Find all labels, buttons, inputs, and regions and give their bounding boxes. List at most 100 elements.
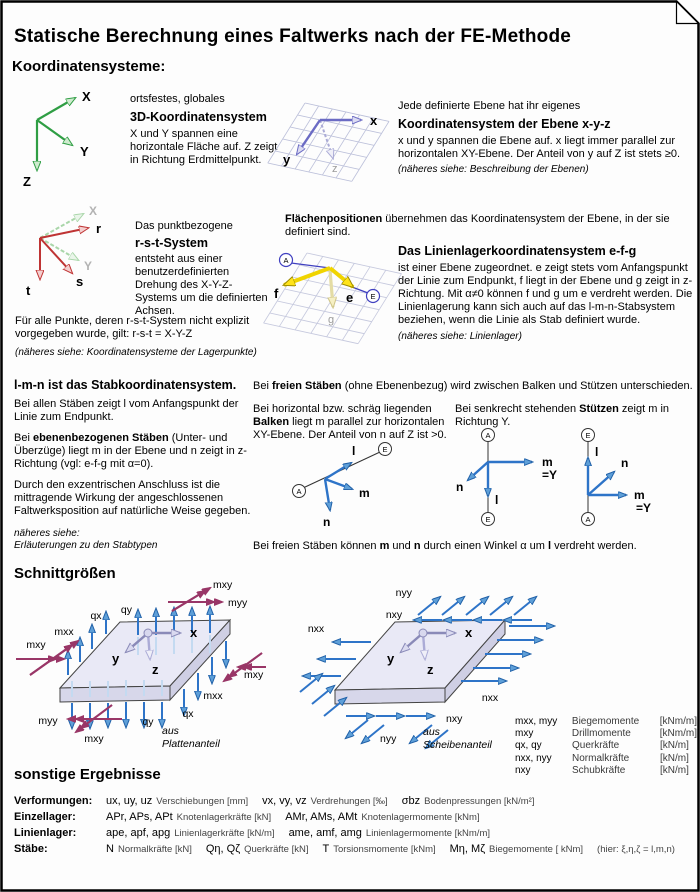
- lmn3-point-E: E: [585, 431, 590, 440]
- axis-label-r: r: [96, 221, 101, 236]
- axis-label-Y-faded: Y: [84, 259, 92, 273]
- label-nyy-top: nyy: [396, 587, 413, 599]
- legend-row: nxy Schubkräfte [kN/m]: [515, 765, 697, 777]
- plane-xyz-body: x und y spannen die Ebene auf. x liegt i…: [398, 135, 681, 160]
- axis-label-X: X: [82, 89, 91, 104]
- label-mxy-top: mxy: [213, 579, 233, 591]
- lmn1-point-E: E: [382, 445, 387, 454]
- lmn1-point-A: A: [296, 487, 301, 496]
- axis-label-g: g: [328, 314, 334, 326]
- rst-line1: Das punktbezogene: [135, 220, 233, 232]
- label-nxy-bottom: nxy: [446, 713, 463, 725]
- plate-axis-z: z: [152, 662, 159, 677]
- results-note: (hier: ξ,η,ζ = l,m,n): [597, 844, 675, 855]
- lmn-note1: näheres siehe:: [14, 528, 80, 539]
- results-sym: ame, amf, amg: [288, 827, 362, 839]
- plane-xyz-heading: Koordinatensystem der Ebene x-y-z: [398, 117, 611, 131]
- results-label: Verformungen:: [14, 795, 93, 807]
- results-desc: Knotenlagermomente [kNm]: [361, 812, 480, 823]
- plate2-axis-z: z: [427, 662, 434, 677]
- legend-sym: nxx, nyy: [515, 752, 552, 764]
- axis-label-x: x: [370, 113, 378, 128]
- global-xyz-text: ortsfestes, globales 3D-Koordinatensyste…: [130, 93, 282, 167]
- axis-label-t: t: [26, 283, 31, 298]
- axis-label-X-faded: X: [89, 204, 97, 218]
- label-myy-bottom: myy: [38, 715, 58, 727]
- lmn-p1: Bei allen Stäben zeigt l vom Anfangspunk…: [14, 398, 239, 423]
- lmn-p2: Bei ebenenbezogenen Stäben (Unter- und Ü…: [14, 432, 247, 470]
- rst-rule: Für alle Punkte, deren r-s-t-System nich…: [15, 315, 250, 340]
- efg-body: ist einer Ebene zugeordnet. e zeigt stet…: [398, 262, 693, 326]
- label-mxy-right: mxy: [244, 669, 264, 681]
- lmn2-point-E: E: [485, 515, 490, 524]
- global-xyz-diagram: X Y Z: [23, 89, 91, 189]
- lmn-column: l-m-n ist das Stabkoordinatensystem. Bei…: [14, 378, 252, 552]
- results-sym: Mη, Mζ: [449, 843, 486, 855]
- label-qx-left: qx: [90, 610, 102, 622]
- rst-body: entsteht aus einer benutzerdefinierten D…: [135, 253, 268, 317]
- plane-xyz-text: Jede definierte Ebene hat ihr eigenes Ko…: [398, 100, 690, 176]
- results-sym: T: [322, 843, 330, 855]
- label-mxx-right: mxx: [203, 690, 223, 702]
- legend-name: Biegemomente: [571, 716, 640, 727]
- lmn-p3: Durch den exzentrischen Anschluss ist di…: [14, 479, 251, 517]
- lmn3-point-A: A: [585, 515, 590, 524]
- results-row-linienlager: Linienlager: ape, apf, apg Linienlagerkr…: [14, 827, 690, 839]
- axis-label-e: e: [346, 290, 353, 305]
- rst-note: (näheres siehe: Koordinatensysteme der L…: [15, 347, 257, 358]
- results-label: Einzellager:: [14, 811, 76, 823]
- axis-label-Y: Y: [80, 144, 89, 159]
- legend-name: Normalkräfte: [572, 752, 630, 764]
- results-sym: ape, apf, apg: [106, 827, 171, 839]
- results-sym: σbz: [401, 795, 421, 807]
- efg-note: (näheres siehe: Linienlager): [398, 331, 522, 342]
- axis-label-Z: Z: [23, 174, 31, 189]
- results-desc: Normalkräfte [kN]: [117, 844, 192, 855]
- results-sym: AMr, AMs, AMt: [285, 811, 358, 823]
- rst-heading: r-s-t-System: [135, 236, 208, 250]
- lmn3-label-l: l: [595, 445, 598, 459]
- lmn2-label-eqY: =Y: [542, 468, 557, 482]
- results-sym: vx, vy, vz: [262, 795, 307, 807]
- results-label: Stäbe:: [14, 843, 48, 855]
- efg-point-E: E: [370, 292, 375, 301]
- legend-name: Querkräfte: [572, 740, 620, 752]
- label-qy-top: qy: [121, 604, 133, 616]
- results-sym: Qη, Qζ: [205, 843, 241, 855]
- label-nxy-top: nxy: [386, 609, 403, 621]
- plate-axis-y: y: [112, 651, 120, 666]
- lmn1-label-m: m: [359, 486, 370, 500]
- global-xyz-heading: 3D-Koordinatensystem: [130, 110, 267, 124]
- lmn3-label-n: n: [621, 456, 628, 470]
- lmn-note2: Erläuterungen zu den Stabtypen: [14, 540, 158, 551]
- results-sym: N: [106, 843, 114, 855]
- lmn-heading: l-m-n ist das Stabkoordinatensystem.: [14, 378, 237, 392]
- legend-sym: mxx, myy: [515, 716, 558, 727]
- legend-unit: [kNm/m]: [659, 716, 697, 727]
- results-row-staebe: Stäbe: N Normalkräfte [kN] Qη, Qζ Querkr…: [14, 843, 690, 855]
- label-nyy-bottom: nyy: [380, 733, 397, 745]
- section-heading-sonstige: sonstige Ergebnisse: [14, 766, 161, 783]
- results-sym: ux, uy, uz: [106, 795, 153, 807]
- global-xyz-body: X und Y spannen eine horizontale Fläche …: [130, 128, 278, 166]
- legend-unit: [kN/m]: [660, 752, 689, 764]
- caption-plattenanteil: Plattenanteil: [162, 738, 220, 750]
- results-row-verformungen: Verformungen: ux, uy, uz Verschiebungen …: [14, 795, 690, 807]
- axis-label-y: y: [283, 152, 291, 167]
- legend-unit: [kN/m]: [660, 740, 689, 752]
- legend-sym: mxy: [515, 728, 534, 740]
- legend-row: mxx, myy Biegemomente [kNm/m]: [515, 716, 697, 728]
- results-row-einzellager: Einzellager: APr, APs, APt Knotenlagerkr…: [14, 811, 690, 823]
- plate2-axis-x: x: [465, 625, 473, 640]
- rst-text: Das punktbezogene r-s-t-System entsteht …: [135, 220, 273, 318]
- section-heading-koordinatensysteme: Koordinatensysteme:: [12, 58, 166, 75]
- results-desc: Verdrehungen [‰]: [310, 796, 388, 807]
- flaechenpositionen-text: Flächenpositionen übernehmen das Koordin…: [285, 213, 670, 238]
- plane-xyz-line1: Jede definierte Ebene hat ihr eigenes: [398, 100, 581, 112]
- results-desc: Verschiebungen [mm]: [156, 796, 249, 807]
- caption-aus-right: aus: [423, 726, 441, 738]
- plane-xyz-diagram: x y z: [267, 102, 390, 182]
- results-desc: Knotenlagerkräfte [kN]: [176, 812, 272, 823]
- legend-name: Drillmomente: [571, 728, 631, 740]
